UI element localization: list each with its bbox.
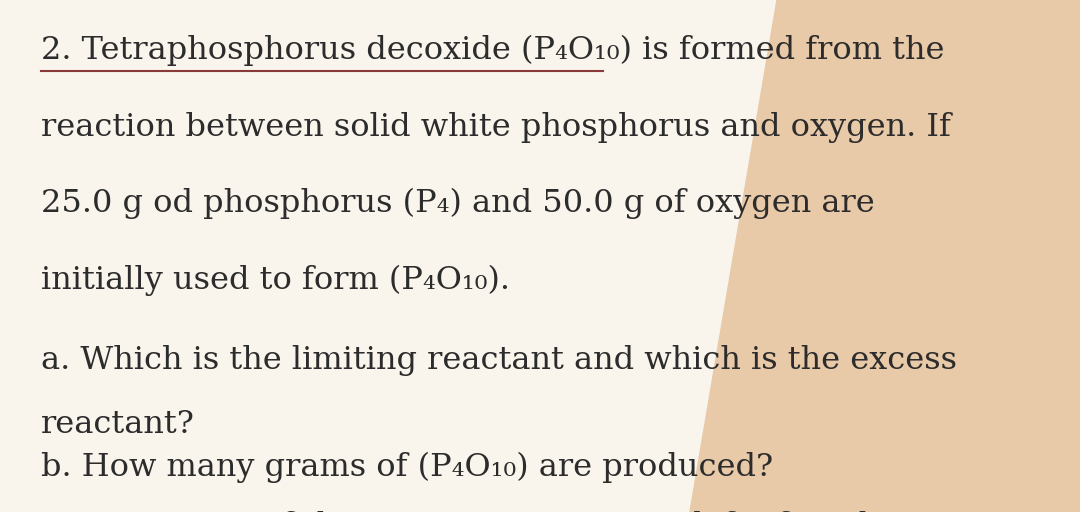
Text: b. How many grams of (P₄O₁₀) are produced?: b. How many grams of (P₄O₁₀) are produce… (41, 452, 773, 483)
Text: 2. Tetraphosphorus decoxide (P₄O₁₀) is formed from the: 2. Tetraphosphorus decoxide (P₄O₁₀) is f… (41, 35, 945, 66)
Text: a. Which is the limiting reactant and which is the excess: a. Which is the limiting reactant and wh… (41, 345, 957, 376)
Text: 25.0 g od phosphorus (P₄) and 50.0 g of oxygen are: 25.0 g od phosphorus (P₄) and 50.0 g of … (41, 188, 875, 220)
Text: reaction between solid white phosphorus and oxygen. If: reaction between solid white phosphorus … (41, 112, 950, 143)
Text: initially used to form (P₄O₁₀).: initially used to form (P₄O₁₀). (41, 265, 510, 296)
Text: reactant?: reactant? (41, 409, 194, 440)
Polygon shape (670, 0, 1080, 512)
Text: c. How many of the excess reactant are left after the: c. How many of the excess reactant are l… (41, 511, 899, 512)
